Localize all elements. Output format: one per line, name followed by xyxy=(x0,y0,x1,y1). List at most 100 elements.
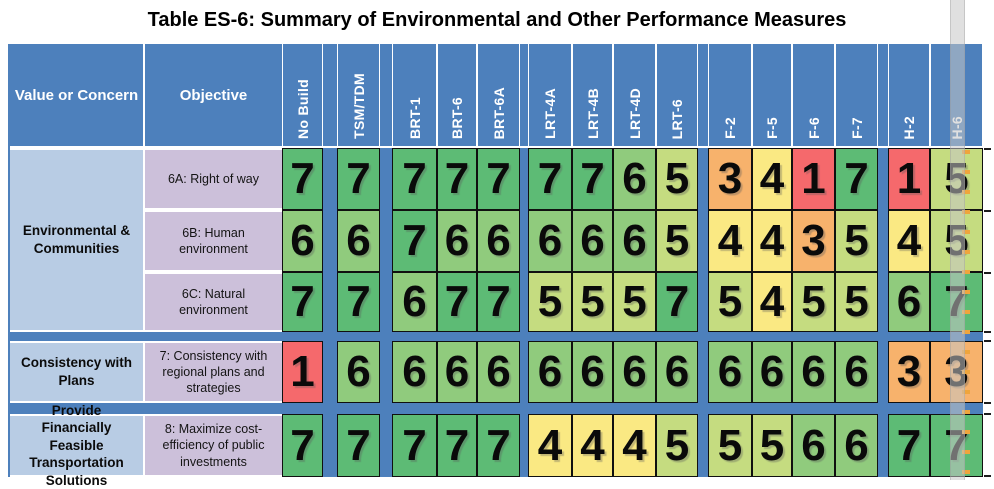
score-cell: 1 xyxy=(282,341,323,403)
column-header-label: No Build xyxy=(294,79,311,139)
score-cell: 3 xyxy=(792,210,835,272)
objective-cell: 8: Maximize cost-efficiency of public in… xyxy=(145,414,282,477)
score-cell: 7 xyxy=(437,414,477,477)
vertical-scrollbar[interactable] xyxy=(950,0,965,480)
column-header-label: BRT-6A xyxy=(490,86,507,139)
clipped-cell-border-tick xyxy=(984,210,991,212)
header-spacer xyxy=(520,44,528,148)
column-header-label: LRT-6 xyxy=(669,98,685,139)
corner-header-objective: Objective xyxy=(145,44,282,148)
column-header-label: F-2 xyxy=(722,117,738,139)
score-cell: 6 xyxy=(613,210,656,272)
score-cell: 7 xyxy=(282,272,323,332)
header-spacer xyxy=(878,44,888,148)
score-cell: 7 xyxy=(477,414,520,477)
score-cell: 7 xyxy=(477,272,520,332)
score-cell: 7 xyxy=(337,272,380,332)
score-cell: 7 xyxy=(392,148,437,210)
score-cell: 3 xyxy=(888,341,930,403)
score-cell: 7 xyxy=(437,148,477,210)
score-cell: 6 xyxy=(528,341,572,403)
column-header-label: F-7 xyxy=(848,117,865,139)
score-cell: 5 xyxy=(572,272,613,332)
clipped-cell-border-tick xyxy=(984,148,991,150)
column-header-label: H-2 xyxy=(901,115,917,139)
score-cell: 6 xyxy=(337,210,380,272)
column-header-label: F-5 xyxy=(764,117,780,139)
column-header-brt-1: BRT-1 xyxy=(392,44,437,148)
score-cell: 6 xyxy=(392,272,437,332)
column-header-label: F-6 xyxy=(805,117,822,139)
clipped-cell-border-tick xyxy=(984,331,991,333)
column-header-tsm-tdm: TSM/TDM xyxy=(337,44,380,148)
score-cell: 5 xyxy=(752,414,792,477)
score-cell: 4 xyxy=(752,148,792,210)
score-cell: 7 xyxy=(835,148,878,210)
score-cell: 6 xyxy=(752,341,792,403)
score-cell: 7 xyxy=(528,148,572,210)
column-header-f-7: F-7 xyxy=(835,44,878,148)
score-cell: 4 xyxy=(752,210,792,272)
score-cell: 6 xyxy=(708,341,752,403)
score-cell: 7 xyxy=(477,148,520,210)
score-cell: 7 xyxy=(282,148,323,210)
score-cell: 6 xyxy=(792,341,835,403)
column-header-label: LRT-4B xyxy=(584,88,601,139)
score-cell: 1 xyxy=(888,148,930,210)
score-cell: 4 xyxy=(888,210,930,272)
score-cell: 6 xyxy=(437,341,477,403)
score-cell: 5 xyxy=(656,148,698,210)
objective-cell: 6A: Right of way xyxy=(145,148,282,210)
value-or-concern-cell: Provide Financially Feasible Transportat… xyxy=(10,403,145,488)
clipped-cell-border-tick xyxy=(984,413,991,415)
score-cell: 4 xyxy=(572,414,613,477)
score-cell: 7 xyxy=(572,148,613,210)
performance-table: Value or Concern Objective No Build TSM/T… xyxy=(8,44,983,488)
score-cell: 3 xyxy=(708,148,752,210)
score-cell: 6 xyxy=(613,148,656,210)
page-break-dashed-line xyxy=(962,150,970,480)
column-header-f-2: F-2 xyxy=(708,44,752,148)
score-cell: 7 xyxy=(392,210,437,272)
score-cell: 4 xyxy=(613,414,656,477)
column-header-f-5: F-5 xyxy=(752,44,792,148)
score-cell: 1 xyxy=(792,148,835,210)
column-header-lrt-6: LRT-6 xyxy=(656,44,698,148)
score-cell: 6 xyxy=(477,210,520,272)
score-cell: 6 xyxy=(656,341,698,403)
column-header-lrt-4a: LRT-4A xyxy=(528,44,572,148)
header-spacer xyxy=(380,44,392,148)
score-cell: 6 xyxy=(282,210,323,272)
objective-cell: 6C: Natural environment xyxy=(145,272,282,332)
column-header-brt-6: BRT-6 xyxy=(437,44,477,148)
clipped-cell-border-tick xyxy=(984,272,991,274)
column-header-lrt-4b: LRT-4B xyxy=(572,44,613,148)
score-cell: 4 xyxy=(752,272,792,332)
score-cell: 7 xyxy=(888,414,930,477)
score-cell: 5 xyxy=(656,210,698,272)
score-cell: 5 xyxy=(656,414,698,477)
score-cell: 5 xyxy=(613,272,656,332)
value-or-concern-cell: Environmental & Communities xyxy=(10,148,145,332)
header-spacer xyxy=(323,44,337,148)
score-cell: 6 xyxy=(392,341,437,403)
score-cell: 7 xyxy=(656,272,698,332)
score-cell: 7 xyxy=(337,414,380,477)
objective-cell: 7: Consistency with regional plans and s… xyxy=(145,341,282,403)
score-cell: 5 xyxy=(708,414,752,477)
column-header-lrt-4d: LRT-4D xyxy=(613,44,656,148)
clipped-cell-border-tick xyxy=(984,402,991,404)
column-header-label: TSM/TDM xyxy=(350,73,367,139)
score-cell: 6 xyxy=(888,272,930,332)
score-cell: 7 xyxy=(437,272,477,332)
score-cell: 7 xyxy=(392,414,437,477)
objective-cell: 6B: Human environment xyxy=(145,210,282,272)
score-cell: 5 xyxy=(835,210,878,272)
clipped-cell-border-tick xyxy=(984,340,991,342)
column-header-h-2: H-2 xyxy=(888,44,930,148)
value-or-concern-cell: Consistency with Plans xyxy=(10,341,145,403)
score-cell: 6 xyxy=(477,341,520,403)
score-cell: 5 xyxy=(792,272,835,332)
column-header-label: BRT-6 xyxy=(449,97,465,139)
